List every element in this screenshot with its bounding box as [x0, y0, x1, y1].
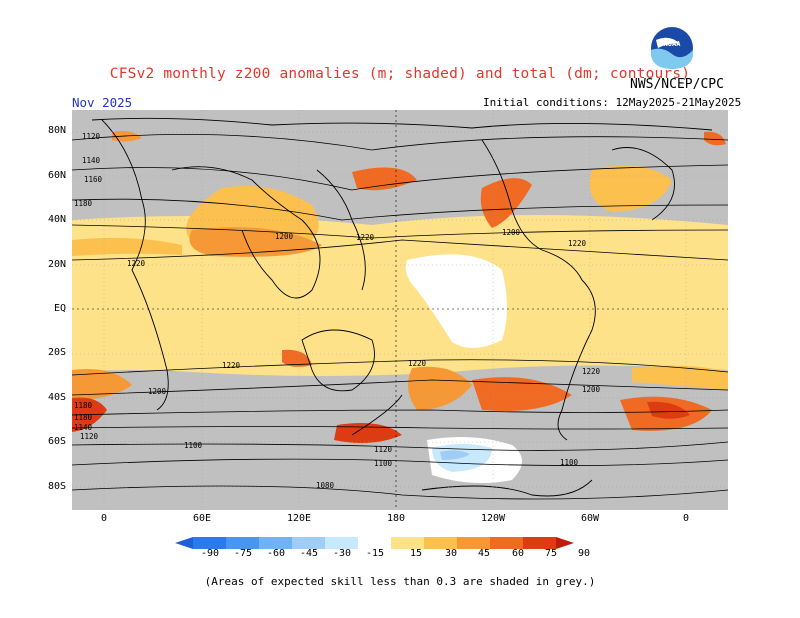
lat-label: EQ [53, 303, 66, 314]
colorbar-segment [457, 537, 490, 549]
contour-label: 1140 [82, 156, 101, 165]
contour-label: 1220 [222, 361, 241, 370]
lat-label: 40S [47, 392, 66, 403]
map-title: CFSv2 monthly z200 anomalies (m; shaded)… [109, 66, 691, 82]
contour-label: 1140 [74, 423, 93, 432]
contour-label: 1220 [127, 259, 146, 268]
colorbar-segment [193, 537, 226, 549]
colorbar-arrow-right [556, 537, 574, 549]
lon-label: 0 [100, 513, 108, 524]
contour-label: 1180 [74, 401, 93, 410]
colorbar-tick: 30 [444, 548, 458, 559]
colorbar-tick: 60 [511, 548, 525, 559]
colorbar-segment [424, 537, 457, 549]
colorbar-tick: -30 [332, 548, 352, 559]
colorbar-segment [358, 537, 391, 549]
lat-label: 20N [47, 259, 66, 270]
colorbar-arrow-left [175, 537, 193, 549]
colorbar-segment [292, 537, 325, 549]
lon-label: 120W [480, 513, 506, 524]
contour-label: 1200 [502, 228, 521, 237]
contour-label: 1220 [356, 233, 375, 242]
contour-label: 1100 [184, 441, 203, 450]
colorbar-tick: 90 [577, 548, 591, 559]
lon-label: 60W [580, 513, 600, 524]
contour-label: 1120 [82, 132, 101, 141]
colorbar-tick: -60 [266, 548, 286, 559]
forecast-month: Nov 2025 [72, 95, 133, 110]
contour-label: 1120 [374, 445, 393, 454]
lat-label: 40N [47, 214, 66, 225]
agency-label: NWS/NCEP/CPC [630, 77, 724, 92]
contour-label: 1180 [74, 413, 93, 422]
contour-label: 1200 [275, 232, 294, 241]
contour-label: 1100 [560, 458, 579, 467]
contour-label: 1220 [408, 359, 427, 368]
colorbar-segment [226, 537, 259, 549]
colorbar-tick: -15 [365, 548, 385, 559]
lon-label: 0 [682, 513, 690, 524]
lat-label: 80S [47, 481, 66, 492]
contour-label: 1120 [80, 432, 99, 441]
colorbar-segment [325, 537, 358, 549]
colorbar-tick: 75 [544, 548, 558, 559]
colorbar-segment [259, 537, 292, 549]
lat-label: 60N [47, 170, 66, 181]
contour-label: 1100 [374, 459, 393, 468]
lon-label: 120E [286, 513, 312, 524]
colorbar-segment [523, 537, 556, 549]
contour-label: 1200 [148, 387, 167, 396]
contour-label: 1220 [568, 239, 587, 248]
skill-footnote: (Areas of expected skill less than 0.3 a… [204, 575, 596, 588]
lat-label: 20S [47, 347, 66, 358]
colorbar-segment [490, 537, 523, 549]
lat-label: 80N [47, 125, 66, 136]
colorbar-segment [391, 537, 424, 549]
contour-label: 1220 [582, 367, 601, 376]
lat-label: 60S [47, 436, 66, 447]
contour-label: 1080 [316, 481, 335, 490]
colorbar [175, 535, 625, 549]
contour-label: 1200 [582, 385, 601, 394]
lon-label: 60E [192, 513, 212, 524]
colorbar-tick: -90 [200, 548, 220, 559]
colorbar-tick: 45 [477, 548, 491, 559]
contour-label: 1160 [84, 175, 103, 184]
svg-text:NOAA: NOAA [664, 40, 682, 48]
initial-conditions: Initial conditions: 12May2025-21May2025 [483, 96, 742, 109]
noaa-logo: NOAA [650, 26, 694, 70]
anomaly-map: 1120 1140 1160 1180 1200 1220 1220 1200 … [71, 110, 729, 510]
contour-label: 1180 [74, 199, 93, 208]
colorbar-tick: -75 [233, 548, 253, 559]
lon-label: 180 [386, 513, 406, 524]
colorbar-tick: -45 [299, 548, 319, 559]
colorbar-tick: 15 [409, 548, 423, 559]
